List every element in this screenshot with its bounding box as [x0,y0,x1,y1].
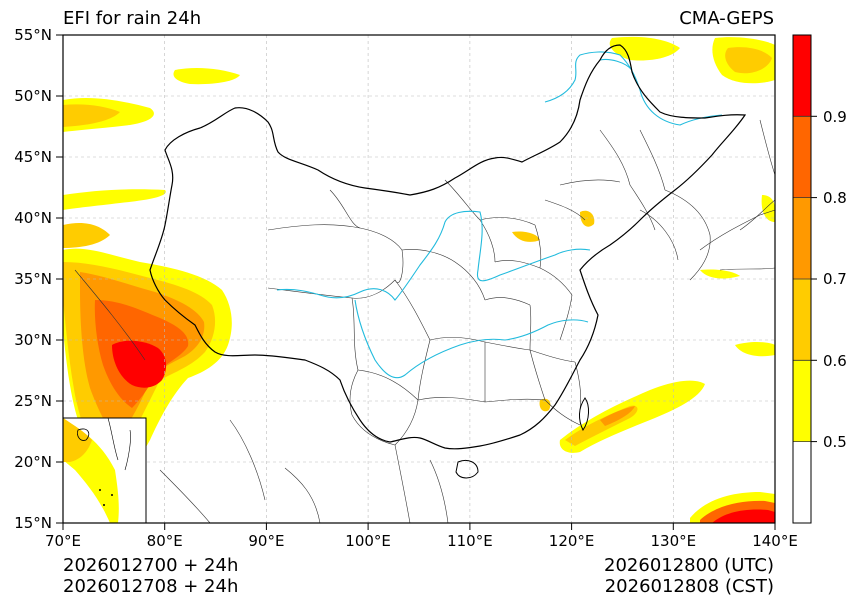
lat-tick-label: 25°N [14,392,52,410]
model-source-label: CMA-GEPS [679,8,774,29]
lon-tick-label: 140°E [752,532,798,550]
efi-area-japan-band [700,269,740,279]
yellow-river [276,210,591,301]
colorbar-segment [793,35,811,117]
rivers [276,51,723,379]
lat-tick-label: 30°N [14,331,52,349]
lon-tick-label: 90°E [248,532,284,550]
colorbar-segment [793,116,811,198]
efi-area-northeast-4 [761,195,775,222]
lon-tick-label: 100°E [345,532,391,550]
colorbar-label: 0.9 [823,108,847,126]
lon-tick-label: 120°E [549,532,595,550]
valid-time-utc: 2026012800 (UTC) [604,555,774,576]
colorbar-segment [793,360,811,442]
valid-time-block: 2026012800 (UTC) 2026012808 (CST) [604,555,774,597]
china-border [149,44,747,450]
efi-area-bohai [580,210,595,227]
efi-area-pacific-red [712,509,775,523]
colorbar-segment [793,441,811,523]
init-time-block: 2026012700 + 24h 2026012708 + 24h [63,555,238,597]
colorbar: 0.5 0.6 0.7 0.8 0.9 [792,34,847,524]
colorbar-segment [793,279,811,361]
lon-tick-label: 110°E [447,532,493,550]
colorbar-label: 0.6 [823,352,847,370]
colorbar-segment [793,197,811,279]
efi-area-westedge-5 [173,67,240,85]
lat-tick-label: 20°N [14,453,52,471]
songhua-river [599,58,633,71]
efi-area-shandong [512,231,540,242]
lat-tick-label: 55°N [14,26,52,44]
colorbar-label: 0.7 [823,270,847,288]
taiwan-island [579,397,589,431]
map-title: EFI for rain 24h [63,8,202,29]
lat-tick-label: 40°N [14,209,52,227]
lat-tick-label: 15°N [14,514,52,532]
heilong-river [544,51,723,126]
south-china-sea-inset [62,417,147,524]
lon-tick-label: 130°E [650,532,696,550]
efi-area-taiwan-small [539,398,551,412]
province-boundaries [267,129,666,446]
efi-area-taiwan-orange [600,406,635,426]
efi-shading [63,35,775,523]
lon-tick-label: 70°E [45,532,81,550]
efi-area-westedge-4 [63,223,110,248]
yangtze-river [354,299,589,379]
hainan-island [455,459,479,479]
efi-area-westedge-2 [63,104,120,127]
country-boundaries-neighbors [74,119,775,523]
lat-tick-label: 35°N [14,270,52,288]
lon-tick-label: 80°E [147,532,183,550]
init-time-utc: 2026012700 + 24h [63,555,239,576]
efi-area-pacific-band [735,341,775,357]
valid-time-cst: 2026012808 (CST) [604,576,774,597]
efi-area-northeast-3 [725,47,772,74]
colorbar-label: 0.5 [823,433,847,451]
map-gridlines [63,35,775,523]
lat-axis [56,34,63,524]
colorbar-label: 0.8 [823,189,847,207]
efi-area-westedge-3 [63,189,166,210]
lat-tick-label: 50°N [14,87,52,105]
lat-tick-label: 45°N [14,148,52,166]
efi-area-tibet-red [112,340,167,388]
init-time-cst: 2026012708 + 24h [63,576,239,597]
lon-axis [62,523,776,530]
